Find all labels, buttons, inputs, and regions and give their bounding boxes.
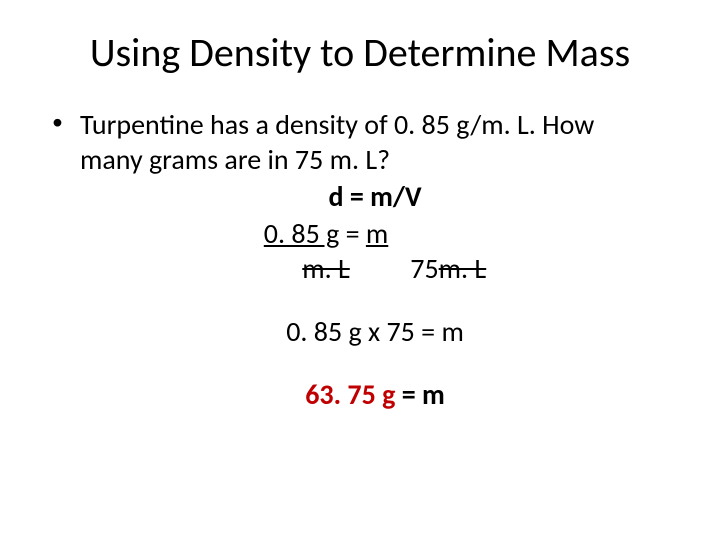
slide-title: Using Density to Determine Mass	[50, 28, 670, 77]
fraction-right-bottom: 75m. L	[410, 251, 486, 286]
bullet-item: • Turpentine has a density of 0. 85 g/m.…	[50, 107, 670, 412]
result-line: 63. 75 g = m	[80, 377, 670, 412]
left-top-eq: =	[339, 216, 366, 251]
fraction-right: 75m. L	[410, 216, 486, 286]
work-block: d = m/V 0. 85 g = m m. L	[80, 179, 670, 412]
fraction-left: 0. 85 g = m m. L	[264, 216, 388, 286]
spacer-2	[80, 349, 670, 377]
bullet-line-1: Turpentine has a density of 0. 85 g/m. L…	[80, 107, 594, 142]
bullet-marker: •	[50, 107, 80, 138]
bullet-text: Turpentine has a density of 0. 85 g/m. L…	[80, 107, 670, 412]
fraction-left-bottom: m. L	[302, 251, 350, 286]
result-value: 63. 75 g	[305, 377, 395, 412]
slide-body: • Turpentine has a density of 0. 85 g/m.…	[50, 107, 670, 412]
fraction-left-top: 0. 85 g = m	[264, 216, 388, 251]
left-top-m: m	[366, 216, 388, 251]
right-bottom-unit: m. L	[439, 251, 487, 286]
fraction-row: 0. 85 g = m m. L 75m. L	[80, 216, 670, 286]
left-top-value: 0. 85 g	[264, 216, 339, 251]
calc-line: 0. 85 g x 75 = m	[80, 314, 670, 349]
result-eq: = m	[395, 377, 444, 412]
formula: d = m/V	[80, 179, 670, 214]
left-bottom-unit: m. L	[302, 251, 350, 286]
right-bottom-num: 75	[410, 251, 438, 286]
spacer-1	[80, 286, 670, 314]
bullet-line-2: many grams are in 75 m. L?	[80, 142, 390, 177]
fraction-right-top	[445, 216, 451, 251]
slide: Using Density to Determine Mass • Turpen…	[0, 0, 720, 540]
